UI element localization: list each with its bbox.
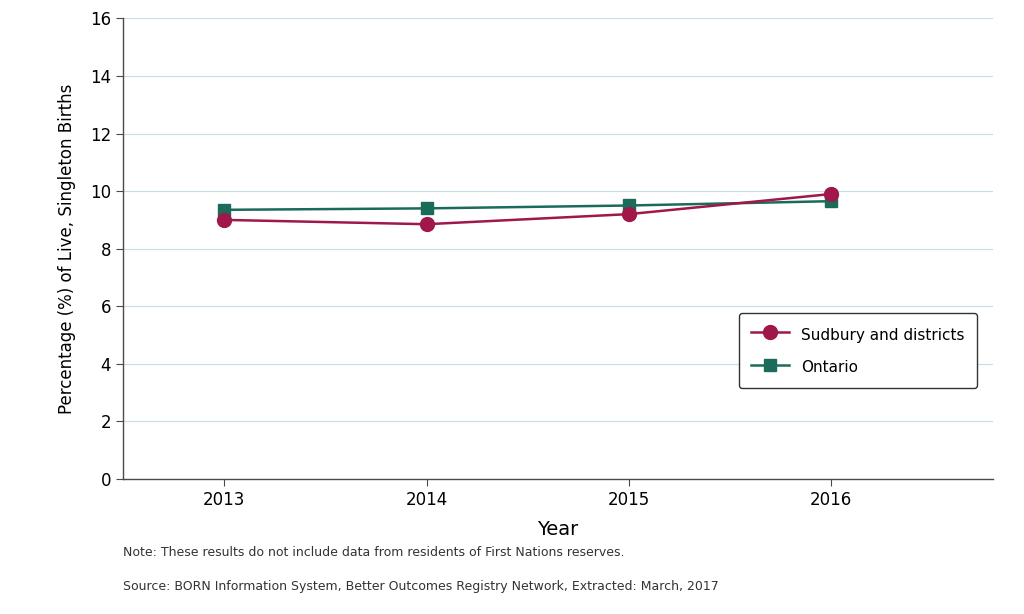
X-axis label: Year: Year <box>538 520 579 539</box>
Ontario <box>825 198 838 205</box>
Text: Source: BORN Information System, Better Outcomes Registry Network, Extracted: Ma: Source: BORN Information System, Better … <box>123 580 719 593</box>
Text: Note: These results do not include data from residents of First Nations reserves: Note: These results do not include data … <box>123 546 625 559</box>
Sudbury and districts <box>218 216 230 223</box>
Sudbury and districts <box>825 190 838 198</box>
Y-axis label: Percentage (%) of Live, Singleton Births: Percentage (%) of Live, Singleton Births <box>58 84 76 414</box>
Sudbury and districts <box>421 220 433 228</box>
Ontario <box>421 204 433 212</box>
Sudbury and districts <box>623 211 635 218</box>
Ontario <box>623 202 635 209</box>
Line: Ontario: Ontario <box>218 196 837 216</box>
Line: Sudbury and districts: Sudbury and districts <box>217 187 839 231</box>
Legend: Sudbury and districts, Ontario: Sudbury and districts, Ontario <box>738 313 977 389</box>
Ontario <box>218 206 230 214</box>
